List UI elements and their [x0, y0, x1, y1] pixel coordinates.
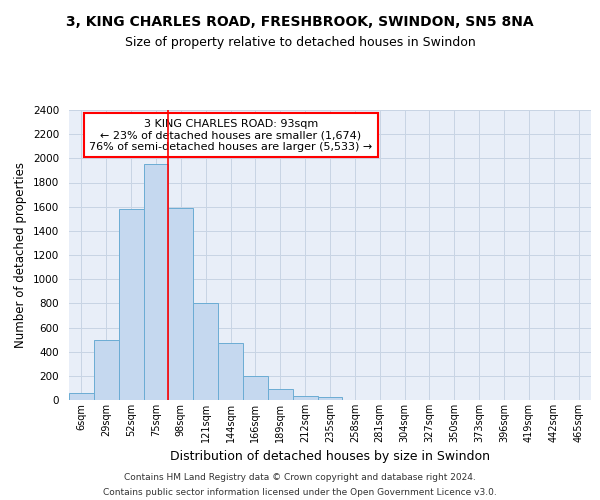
Bar [193, 304, 218, 400]
Y-axis label: Number of detached properties: Number of detached properties [14, 162, 28, 348]
X-axis label: Distribution of detached houses by size in Swindon: Distribution of detached houses by size … [170, 450, 490, 464]
Text: Contains public sector information licensed under the Open Government Licence v3: Contains public sector information licen… [103, 488, 497, 497]
Bar [69, 393, 94, 400]
Bar [169, 208, 193, 400]
Bar [268, 389, 293, 400]
Text: 3, KING CHARLES ROAD, FRESHBROOK, SWINDON, SN5 8NA: 3, KING CHARLES ROAD, FRESHBROOK, SWINDO… [66, 16, 534, 30]
Text: Size of property relative to detached houses in Swindon: Size of property relative to detached ho… [125, 36, 475, 49]
Bar [218, 342, 243, 400]
Bar [94, 340, 119, 400]
Bar [293, 396, 317, 400]
Text: 3 KING CHARLES ROAD: 93sqm
← 23% of detached houses are smaller (1,674)
76% of s: 3 KING CHARLES ROAD: 93sqm ← 23% of deta… [89, 118, 373, 152]
Bar [317, 397, 343, 400]
Bar [119, 209, 143, 400]
Bar [243, 376, 268, 400]
Text: Contains HM Land Registry data © Crown copyright and database right 2024.: Contains HM Land Registry data © Crown c… [124, 473, 476, 482]
Bar [143, 164, 169, 400]
